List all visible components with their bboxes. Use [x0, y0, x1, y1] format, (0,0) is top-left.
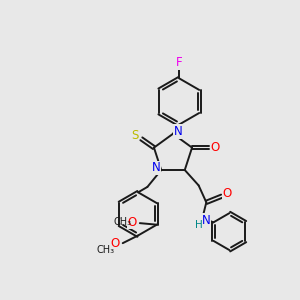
Text: O: O [211, 141, 220, 154]
Text: O: O [128, 216, 137, 229]
Text: S: S [131, 129, 139, 142]
Text: CH₃: CH₃ [114, 218, 132, 227]
Text: O: O [223, 188, 232, 200]
Text: N: N [152, 161, 160, 174]
Text: O: O [110, 237, 120, 250]
Text: CH₃: CH₃ [97, 245, 115, 255]
Text: N: N [174, 125, 183, 138]
Text: N: N [202, 214, 211, 226]
Text: F: F [176, 56, 182, 69]
Text: H: H [195, 220, 203, 230]
